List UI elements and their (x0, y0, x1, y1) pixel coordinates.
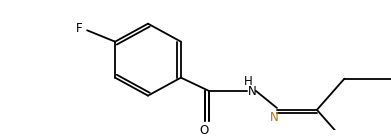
Text: H: H (244, 75, 252, 88)
Text: N: N (248, 85, 256, 98)
Text: O: O (200, 124, 209, 137)
Text: F: F (76, 22, 83, 35)
Text: N: N (269, 111, 278, 124)
